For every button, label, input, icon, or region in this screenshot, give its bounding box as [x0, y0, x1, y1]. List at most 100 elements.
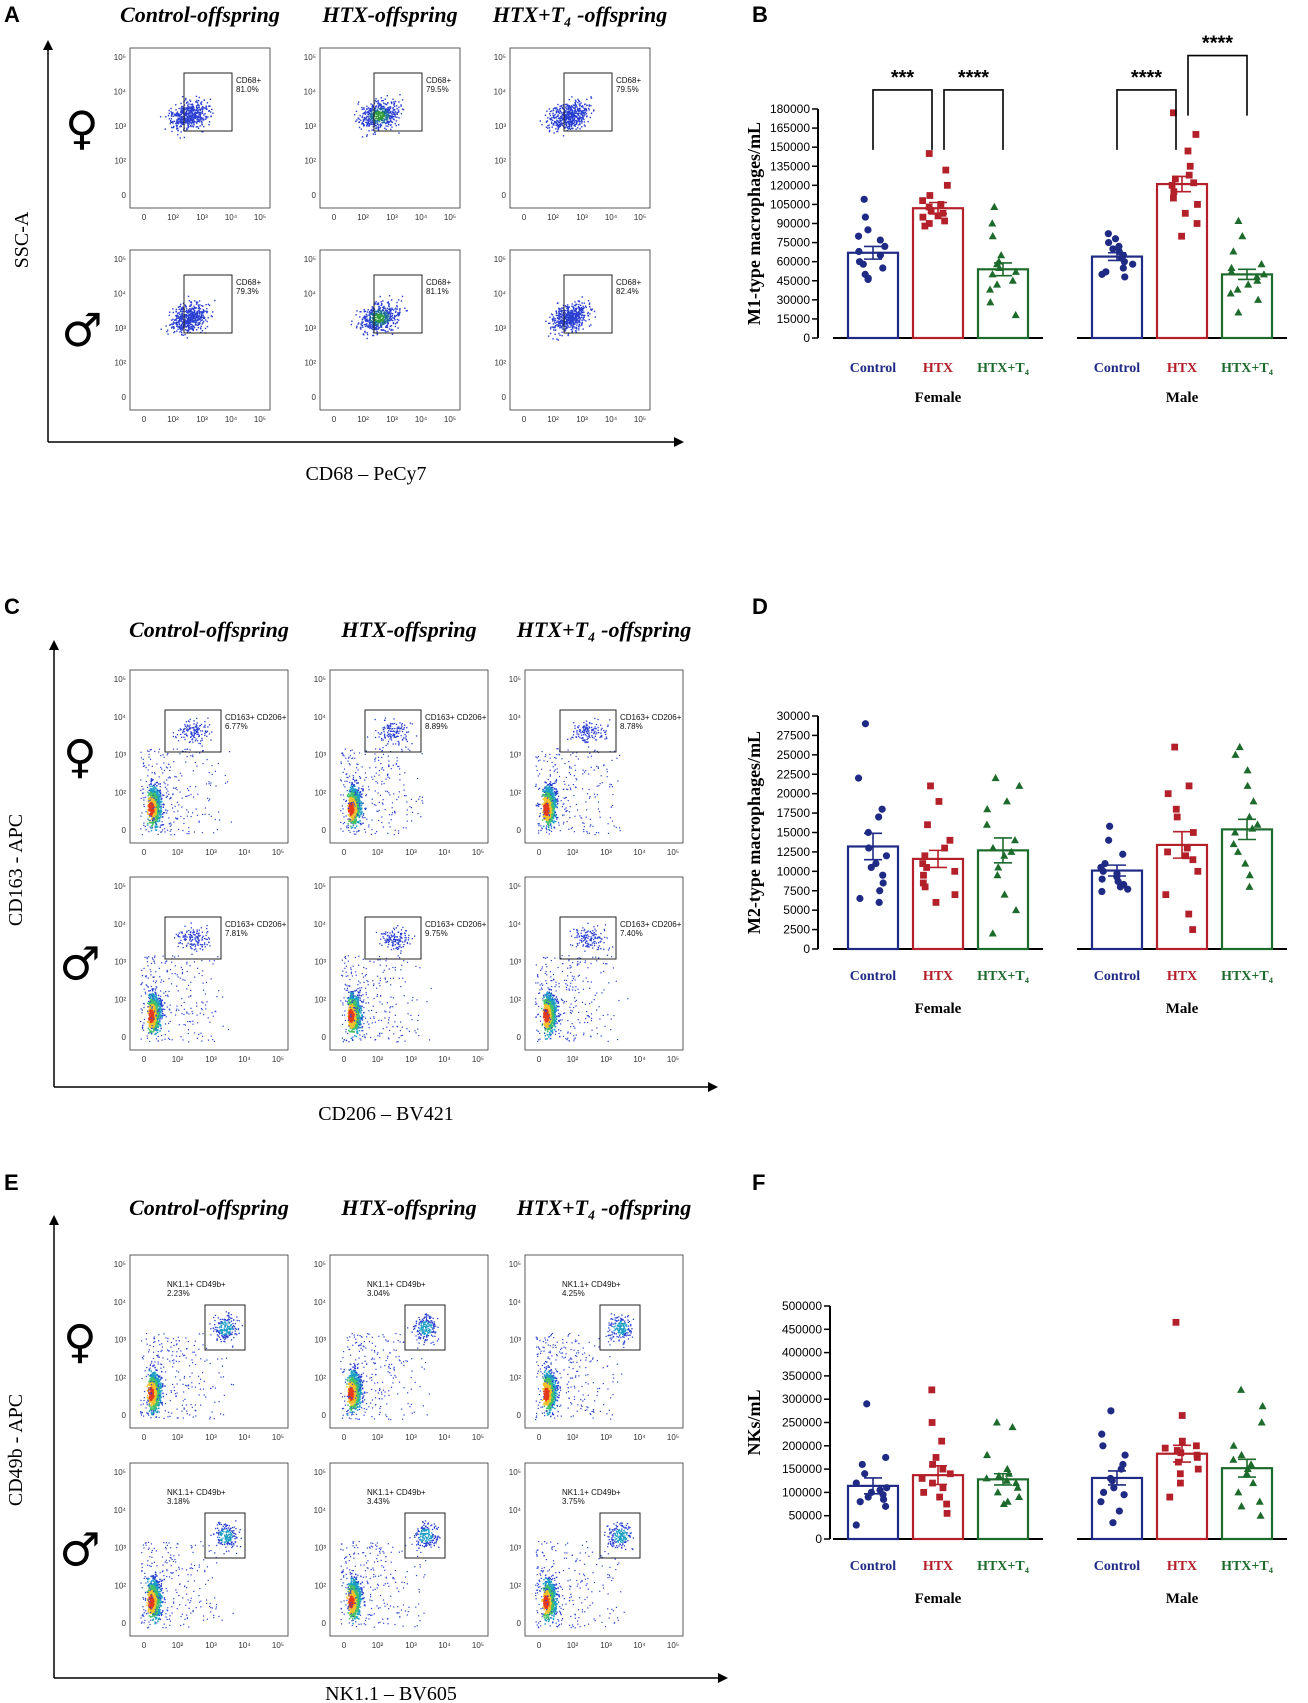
data-point [1015, 781, 1024, 789]
gate-name: CD163+ CD206+ [620, 713, 682, 722]
y-axis-title: CD49b - APC [5, 1394, 27, 1506]
x-tick-label: 10³ [205, 1433, 217, 1442]
y-tick-label: 105000 [770, 197, 810, 211]
y-tick-label: 25000 [777, 748, 811, 762]
y-tick-label: 10⁴ [314, 1298, 327, 1307]
y-tick-label: 10⁵ [494, 53, 506, 62]
plot-frame [319, 47, 461, 209]
y-tick-label: 0 [517, 1619, 522, 1628]
data-point [1098, 887, 1106, 896]
y-tick-label: 10³ [494, 324, 506, 333]
data-point [919, 860, 927, 867]
column-title: Control-offspring [129, 617, 289, 642]
data-point [925, 220, 933, 227]
y-tick-label: 10² [314, 995, 326, 1004]
data-point [1185, 171, 1193, 179]
male-symbol: ♂ [59, 937, 100, 991]
data-point [1189, 829, 1197, 836]
event-dots [340, 717, 424, 836]
significance-bracket [1116, 89, 1177, 150]
y-tick-label: 100000 [782, 1485, 822, 1499]
data-point [936, 1493, 944, 1501]
group-label: HTX+T₄ [977, 361, 1030, 376]
y-tick-label: 180000 [770, 102, 810, 116]
data-point [935, 798, 943, 805]
y-tick-label: 10³ [314, 1544, 326, 1553]
x-tick-label: 10⁴ [605, 415, 618, 424]
panel-letter-e: E [4, 1170, 19, 1195]
data-point [1186, 162, 1194, 170]
flow-plot: 10⁵ 10⁴ 10³ 10² 0 0 10² 10³ 10⁴ 10⁵ CD68+79.3% [114, 249, 271, 424]
x-tick-label: 10² [167, 415, 179, 424]
bar [976, 1478, 1030, 1541]
gate-percent: 81.1% [426, 287, 449, 296]
gate-percent: 7.81% [225, 929, 248, 938]
y-tick-label: 0 [122, 1619, 127, 1628]
data-point [1231, 828, 1240, 836]
data-point [864, 226, 872, 234]
x-tick-label: 0 [142, 213, 147, 222]
y-tick-label: 12500 [777, 845, 811, 859]
y-tick-label: 10² [304, 157, 316, 166]
event-dots [140, 717, 232, 836]
y-axis-label: M1-type macrophages/mL [744, 122, 764, 325]
data-point [938, 1437, 946, 1445]
y-tick-label: 10² [494, 359, 506, 368]
data-point [943, 1500, 951, 1508]
data-point [854, 774, 863, 782]
data-point [1003, 1464, 1012, 1473]
data-point [946, 836, 954, 844]
data-point [1253, 820, 1262, 828]
x-tick-label: 10² [567, 848, 579, 857]
data-point [1107, 1407, 1115, 1415]
x-axis-title: CD68 – PeCy7 [305, 463, 426, 485]
y-tick-label: 10⁴ [509, 920, 522, 929]
group-label: HTX+T₄ [1221, 969, 1274, 984]
x-tick-label: 10³ [600, 1433, 612, 1442]
data-point [875, 813, 883, 821]
data-point [919, 879, 927, 887]
y-tick-label: 10³ [114, 324, 126, 333]
data-point [1257, 1418, 1266, 1426]
y-tick-label: 500000 [782, 1299, 822, 1313]
x-tick-label: 10⁴ [225, 213, 238, 222]
y-tick-label: 10³ [304, 324, 316, 333]
gate-box [364, 916, 422, 960]
panel-letter-c: C [4, 594, 20, 619]
data-point [1109, 1519, 1117, 1527]
y-tick-label: 450000 [782, 1322, 822, 1336]
x-tick-label: 0 [522, 213, 527, 222]
data-point [1171, 175, 1179, 183]
y-tick-label: 10⁵ [509, 1260, 521, 1269]
x-arrowhead [708, 1082, 718, 1092]
y-tick-label: 0 [517, 826, 522, 835]
plot-frame [129, 47, 271, 209]
x-tick-label: 10⁴ [238, 1641, 251, 1650]
data-point [1229, 1441, 1238, 1449]
y-tick-label: 10⁴ [114, 713, 127, 722]
y-tick-label: 0 [502, 191, 507, 200]
data-point [1099, 1488, 1108, 1496]
event-dots [140, 1311, 244, 1420]
data-point [1235, 742, 1244, 751]
x-tick-label: 10³ [576, 213, 588, 222]
y-tick-label: 10⁴ [114, 920, 127, 929]
data-point [983, 805, 992, 813]
data-point [1244, 280, 1253, 288]
y-tick-label: 10³ [114, 1544, 126, 1553]
x-tick-label: 0 [142, 1055, 147, 1064]
y-tick-label: 22500 [777, 767, 811, 781]
bar [1090, 255, 1144, 340]
data-point [1011, 267, 1020, 275]
y-tick-label: 5000 [783, 903, 810, 917]
y-tick-label: 10³ [509, 1336, 521, 1345]
flow-plot: 10⁵ 10⁴ 10³ 10² 0 0 10² 10³ 10⁴ 10⁵ CD163+ CD206+8… [314, 669, 489, 857]
significance-bracket [943, 89, 1004, 150]
data-point [1257, 260, 1266, 268]
data-point [1010, 836, 1019, 844]
sex-label: Female [915, 390, 962, 406]
data-point [1111, 235, 1120, 243]
data-point [1248, 824, 1257, 832]
data-point [1099, 867, 1107, 875]
data-point [1168, 181, 1176, 189]
